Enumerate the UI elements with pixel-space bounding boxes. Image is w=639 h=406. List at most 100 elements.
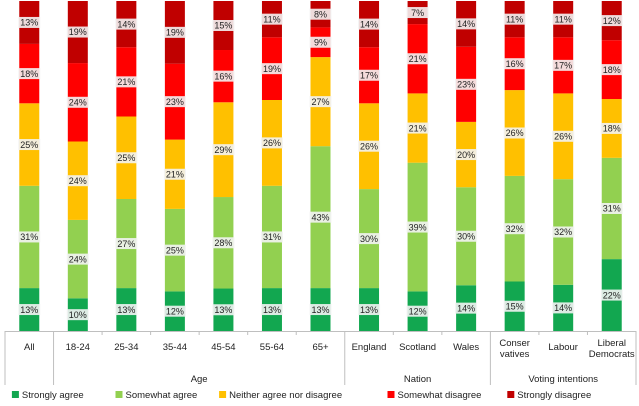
value-label: 11% [506, 14, 523, 24]
value-label-bg [18, 68, 41, 80]
value-label-bg [358, 18, 381, 30]
value-label-bg [503, 223, 526, 235]
value-label: 17% [554, 61, 572, 71]
category-label: Labour [548, 342, 578, 353]
value-label-bg [309, 211, 332, 223]
value-label-bg [600, 122, 623, 134]
value-label: 18% [603, 65, 621, 75]
value-label-bg [260, 137, 283, 149]
value-label-bg [455, 18, 478, 30]
value-label-bg [358, 140, 381, 152]
value-label: 26% [554, 132, 572, 142]
value-label-bg [18, 231, 41, 243]
value-label: 23% [166, 97, 184, 107]
value-label: 13% [263, 305, 281, 315]
value-label: 11% [555, 14, 572, 24]
value-label: 25% [117, 153, 135, 163]
value-label: 19% [166, 28, 184, 38]
value-label: 21% [166, 169, 184, 179]
value-label-bg [163, 244, 186, 256]
value-label: 10% [69, 310, 87, 320]
value-label-bg [309, 96, 332, 108]
value-label-bg [309, 304, 332, 316]
value-label-bg [115, 18, 138, 30]
value-label-bg [212, 20, 235, 31]
value-label: 16% [506, 59, 524, 69]
value-label: 21% [117, 77, 135, 87]
value-label-bg [503, 127, 526, 139]
value-label: 11% [263, 14, 280, 24]
value-label-bg [503, 13, 526, 25]
legend-swatch [387, 391, 395, 398]
value-label-bg [503, 58, 526, 70]
value-label: 28% [214, 238, 232, 248]
legend-label: Somewhat disagree [398, 390, 482, 401]
value-label-bg [212, 304, 235, 316]
value-labels-layer: 13% 31% 25% 18% 13% 10% 24% 24% 24% 19% 13% 27% 25% 2… [18, 7, 623, 321]
value-label-bg [503, 300, 526, 312]
value-label-bg [406, 122, 429, 134]
value-label: 14% [554, 303, 572, 313]
value-label: 32% [506, 224, 524, 234]
value-label: 26% [506, 128, 524, 138]
value-label: 12% [409, 306, 427, 316]
value-label: 26% [360, 141, 378, 151]
legend-label: Strongly agree [22, 390, 84, 401]
value-label-bg [600, 64, 623, 76]
legend-swatch [11, 391, 19, 398]
category-label: 65+ [312, 342, 329, 353]
value-label-bg [260, 63, 283, 75]
value-label-bg [212, 70, 235, 82]
value-label-bg [552, 13, 575, 25]
value-label: 13% [311, 305, 329, 315]
value-label-bg [212, 237, 235, 249]
category-label: All [24, 342, 35, 353]
value-label-bg [455, 230, 478, 242]
value-label-bg [115, 152, 138, 164]
value-label: 27% [311, 97, 329, 107]
value-label: 31% [603, 204, 621, 214]
value-label-bg [66, 253, 89, 265]
legend-label: Somewhat agree [126, 390, 198, 401]
category-label: 35-44 [163, 342, 187, 353]
value-label-bg [600, 289, 623, 301]
category-label: 55-64 [260, 342, 284, 353]
value-label-bg [358, 304, 381, 316]
value-label-bg [552, 130, 575, 142]
value-label-bg [163, 168, 186, 180]
value-label-bg [115, 238, 138, 250]
value-label: 7% [411, 8, 424, 18]
value-label: 25% [166, 245, 184, 255]
bars-layer [19, 1, 622, 331]
value-label: 13% [20, 305, 38, 315]
value-label: 13% [117, 305, 135, 315]
value-label: 21% [409, 54, 427, 64]
value-label: 43% [311, 212, 329, 222]
value-label-bg [115, 76, 138, 88]
value-label-bg [66, 309, 89, 321]
value-label-bg [115, 304, 138, 316]
value-label-bg [66, 26, 89, 38]
value-label: 14% [117, 19, 135, 29]
legend-swatch [507, 391, 515, 398]
value-label: 15% [506, 301, 524, 311]
legend-label: Neither agree nor disagree [229, 390, 342, 401]
value-label-bg [66, 175, 89, 187]
category-label: vatives [500, 349, 530, 360]
value-label-bg [163, 26, 186, 38]
value-label-bg [260, 13, 283, 25]
category-label: Wales [453, 342, 479, 353]
legend-swatch [115, 391, 123, 398]
x-axis: All 18-24 25-34 35-44 45-54 55-64 65+ England Sc… [4, 331, 637, 385]
value-label: 23% [457, 80, 475, 90]
value-label-bg [309, 8, 332, 20]
value-label-bg [18, 304, 41, 316]
value-label-bg [406, 221, 429, 233]
value-label: 22% [603, 290, 621, 300]
value-label: 12% [166, 306, 184, 316]
legend-label: Strongly disagree [517, 390, 591, 401]
value-label: 17% [360, 70, 378, 80]
value-label-bg [455, 302, 478, 314]
category-label: 18-24 [66, 342, 90, 353]
value-label-bg [552, 59, 575, 71]
